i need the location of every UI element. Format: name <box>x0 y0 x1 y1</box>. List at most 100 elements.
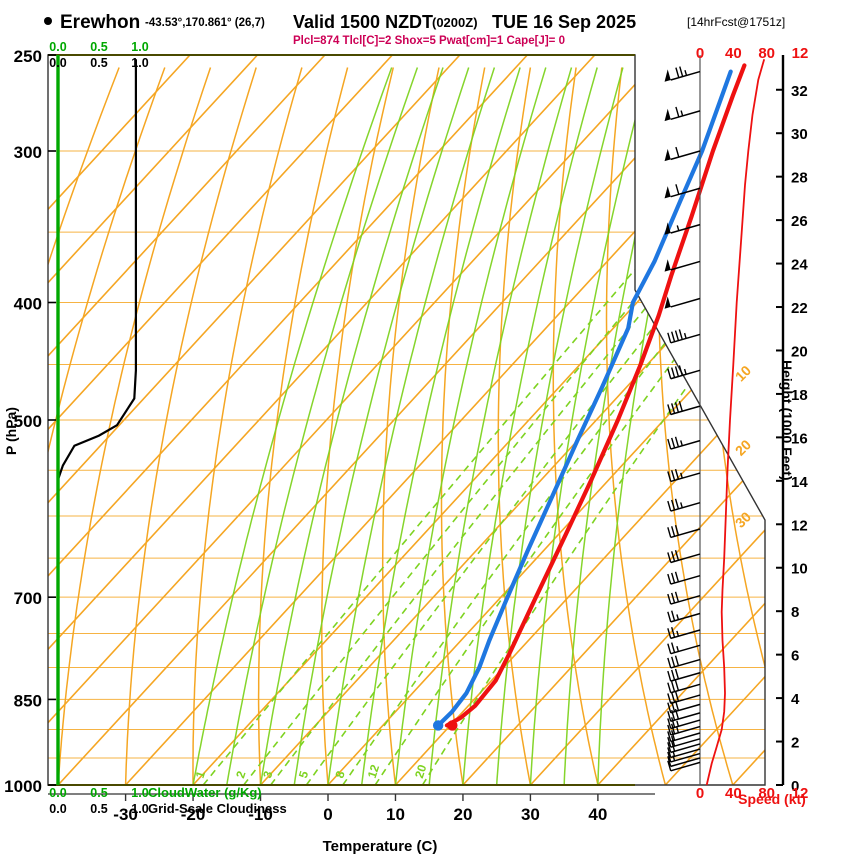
wind-barb <box>667 365 701 380</box>
speed-bottom-tick-label: 0 <box>696 785 704 802</box>
wind-barb <box>667 751 701 763</box>
wind-barb <box>664 296 701 309</box>
height-tick-label: 6 <box>791 648 799 665</box>
grid-layer <box>47 54 766 786</box>
mixing-ratio-label: 8 <box>332 769 347 780</box>
wind-barb <box>667 550 701 564</box>
temperature-tick-label: 10 <box>386 805 405 824</box>
pressure-tick-label: 300 <box>14 143 42 162</box>
height-tick-label: 20 <box>791 343 808 360</box>
speed-bottom-tick-label: 12 <box>792 785 809 802</box>
mixing-ratio-label: 1 <box>193 769 208 780</box>
wind-barb <box>664 106 701 122</box>
height-tick-label: 32 <box>791 83 808 100</box>
wind-barb <box>667 436 701 450</box>
height-tick-label: 28 <box>791 170 808 187</box>
station-name: Erewhon <box>60 12 140 33</box>
isotherm-label: 20 <box>732 436 754 458</box>
temperature-tick-label: 40 <box>588 805 607 824</box>
wind-barb <box>667 723 701 736</box>
temperature-axis-label: Temperature (C) <box>323 838 438 855</box>
height-tick-label: 0 <box>791 778 799 795</box>
wind-barb <box>667 730 701 743</box>
pressure-tick-label: 700 <box>14 589 42 608</box>
cloudiness-top-tick-label: 1.0 <box>131 56 148 70</box>
height-tick-label: 14 <box>791 474 808 491</box>
height-tick-label: 12 <box>791 517 808 534</box>
speed-top-tick-label: 40 <box>725 45 742 62</box>
temperature-tick-label: 0 <box>323 805 332 824</box>
pressure-tick-label: 400 <box>14 294 42 313</box>
valid-time: Valid 1500 NZDT <box>293 12 433 32</box>
traces-layer <box>56 55 766 786</box>
wind-speed-trace <box>705 58 766 786</box>
wind-barb <box>664 146 701 162</box>
mixing-ratio-label: 20 <box>412 763 430 780</box>
temperature-tick-label: -10 <box>248 805 273 824</box>
wind-barb <box>667 735 701 748</box>
wind-barb <box>667 627 701 640</box>
speed-top-tick-label: 0 <box>696 45 704 62</box>
station-marker-icon <box>44 17 52 25</box>
wind-barb <box>664 222 701 235</box>
height-tick-label: 24 <box>791 257 808 274</box>
wind-barb <box>667 524 701 539</box>
axis-labels-layer: 1 2 3 5 8 12 201020300246810121416182022242628… <box>3 40 808 855</box>
height-axis-label: Height (1000 Feet) <box>779 360 795 481</box>
surface-dewpoint-marker <box>432 720 444 731</box>
cloudwater-tick-label: 1.0 <box>131 786 148 800</box>
valid-date: TUE 16 Sep 2025 <box>492 12 636 32</box>
speed-axis-label: Speed (kt) <box>738 791 806 807</box>
wind-barb <box>667 747 701 759</box>
stability-indices: Plcl=874 Tlcl[C]=2 Shox=5 Pwat[cm]=1 Cap… <box>293 35 565 47</box>
wind-barb <box>664 259 701 272</box>
pressure-tick-label: 1000 <box>4 777 42 796</box>
wind-barb <box>664 66 701 82</box>
height-tick-label: 2 <box>791 735 799 752</box>
pressure-tick-label: 850 <box>14 691 42 710</box>
temperature-trace <box>444 63 747 728</box>
height-tick-label: 30 <box>791 126 808 143</box>
cloudiness-trace <box>56 59 137 785</box>
wind-barb <box>667 708 701 722</box>
wind-barb <box>667 668 701 682</box>
wind-barb <box>667 571 701 585</box>
cloudwater-top-tick-label: 0.5 <box>90 40 107 54</box>
speed-top-tick-label: 12 <box>792 45 809 62</box>
cloudwater-tick-label: 0.5 <box>90 786 107 800</box>
temperature-tick-label: 20 <box>453 805 472 824</box>
mixing-ratio-label: 5 <box>296 769 311 780</box>
forecast-stamp: [14hrFcst@1751z] <box>687 15 785 29</box>
pressure-tick-label: 250 <box>14 47 42 66</box>
wind-barb <box>667 756 701 768</box>
cloudiness-top-tick-label: 0.0 <box>49 56 66 70</box>
cloudwater-top-tick-label: 1.0 <box>131 40 148 54</box>
height-tick-label: 10 <box>791 561 808 578</box>
wind-barb <box>667 610 701 623</box>
cloudiness-tick-label: 1.0 <box>131 802 148 816</box>
height-tick-label: 16 <box>791 430 808 447</box>
pressure-axis-label: P (hPa) <box>3 407 19 455</box>
station-coords: -43.53°,170.861° (26,7) <box>145 17 265 29</box>
cloudiness-legend-label: Grid-Scale Cloudiness <box>148 801 287 816</box>
surface-temperature-marker <box>447 720 458 731</box>
temperature-tick-label: -20 <box>181 805 206 824</box>
temperature-tick-label: -30 <box>113 805 138 824</box>
height-tick-label: 22 <box>791 300 808 317</box>
wind-barb <box>667 329 701 344</box>
valid-time-utc: (0200Z) <box>432 15 478 30</box>
cloudiness-tick-label: 0.0 <box>49 802 66 816</box>
dewpoint-trace <box>436 69 733 728</box>
header-group: Erewhon -43.53°,170.861° (26,7) Valid 15… <box>44 12 785 47</box>
pressure-tick-label: 500 <box>14 412 42 431</box>
wind-barb <box>667 591 701 605</box>
mixing-ratio-label: 12 <box>365 763 383 780</box>
cloudwater-tick-label: 0.0 <box>49 786 66 800</box>
speed-bottom-tick-label: 40 <box>725 785 742 802</box>
height-tick-label: 18 <box>791 387 808 404</box>
speed-bottom-tick-label: 80 <box>758 785 775 802</box>
height-tick-label: 4 <box>791 691 800 708</box>
wind-barb <box>667 400 701 416</box>
